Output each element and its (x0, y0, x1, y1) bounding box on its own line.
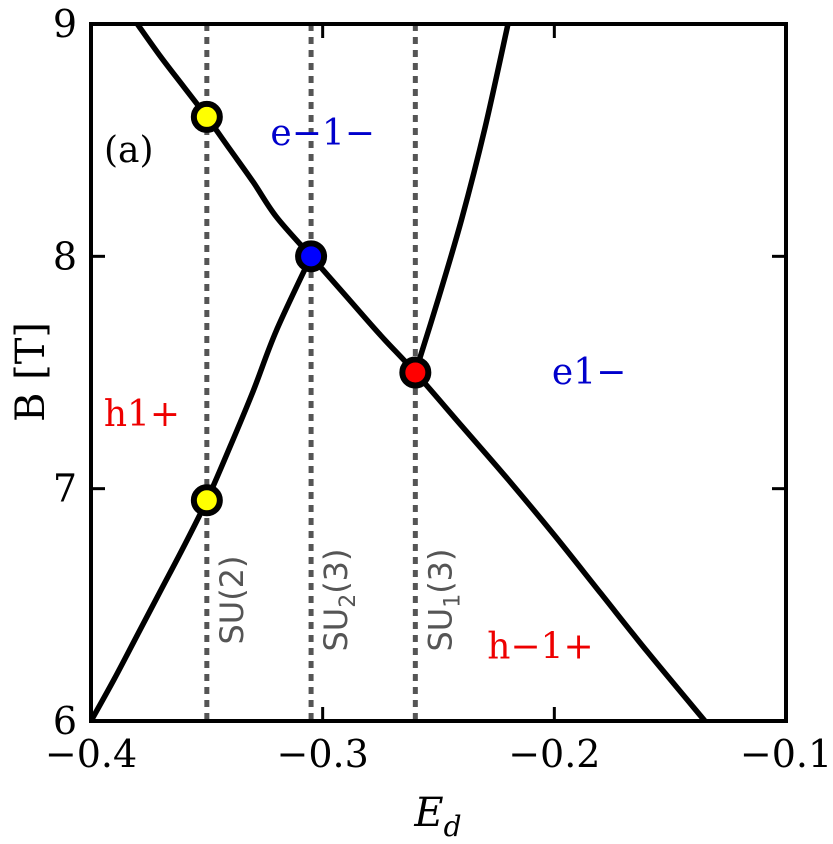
panel-label: (a) (104, 130, 154, 171)
symmetry-label-sub: 1 (440, 594, 465, 608)
x-axis-label-subscript: d (444, 810, 462, 843)
marker-point-3 (190, 484, 223, 517)
symmetry-label-0: SU(2) (213, 555, 251, 644)
symmetry-label-main: SU (421, 608, 459, 652)
plot-frame (89, 22, 788, 723)
axis-ticks: −0.4 −0.3 −0.2 −0.1 6 7 8 9 (45, 2, 832, 776)
marker-point-0 (190, 100, 223, 133)
symmetry-label-main: SU(2) (213, 555, 251, 644)
y-tick-label-0: 6 (53, 699, 77, 743)
series-line-2 (412, 24, 511, 374)
text-labels: e−1−e1−h1+h−1+SU(2) SU2(3)SU1(3) (104, 113, 626, 667)
marker-point-2 (399, 356, 432, 389)
y-tick-label-3: 9 (53, 2, 77, 46)
symmetry-label-main: SU (317, 608, 355, 652)
region-label-1: e1− (552, 352, 626, 393)
x-axis-label-main: E (413, 790, 443, 836)
y-tick-label-2: 8 (53, 234, 77, 278)
region-label-3: h−1+ (487, 626, 593, 667)
symmetry-label-1: SU2(3) (317, 548, 361, 651)
y-tick-label-1: 7 (53, 467, 77, 511)
y-axis-label: B [T] (8, 322, 54, 422)
region-label-0: e−1− (270, 113, 375, 154)
symmetry-label-sub: 2 (336, 594, 361, 608)
x-tick-label-3: −0.1 (740, 732, 832, 776)
symmetry-label-tail: (3) (421, 548, 459, 593)
marker-points (190, 100, 432, 517)
symmetry-label-tail: (3) (317, 548, 355, 593)
x-tick-label-0: −0.4 (45, 732, 137, 776)
x-tick-label-1: −0.3 (277, 732, 369, 776)
marker-point-1 (295, 240, 328, 273)
x-tick-label-2: −0.2 (508, 732, 600, 776)
symmetry-label-2: SU1(3) (421, 548, 465, 651)
region-label-2: h1+ (104, 394, 180, 435)
series-line-1 (91, 255, 314, 721)
x-axis-label: Ed (413, 790, 461, 843)
